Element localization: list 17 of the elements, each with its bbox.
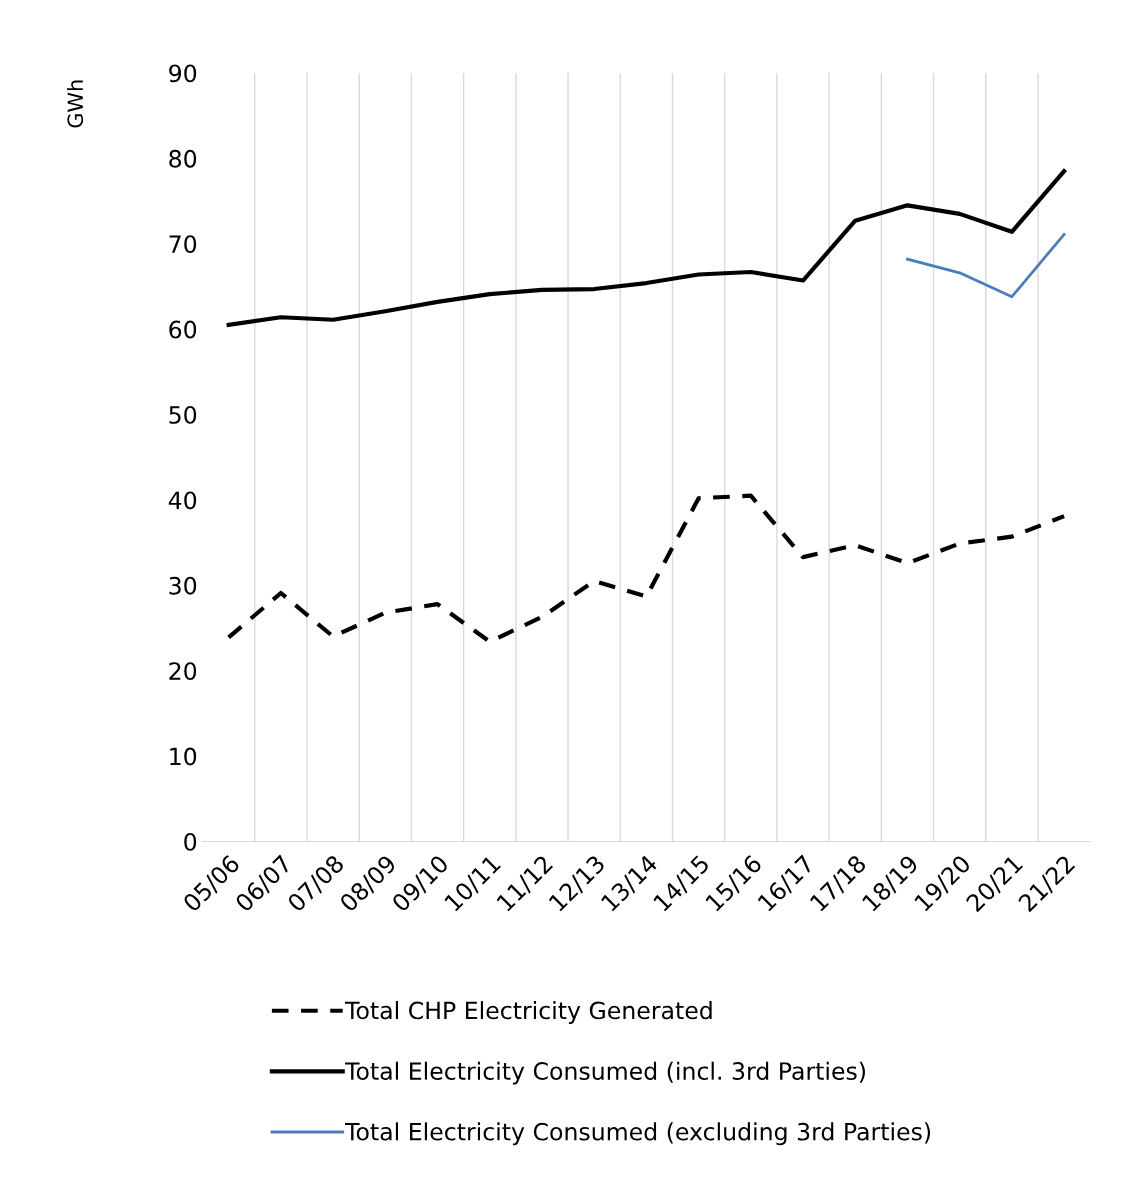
y-tick-label: 40 bbox=[168, 491, 197, 510]
line-series bbox=[906, 233, 1066, 299]
y-axis-title: GWh bbox=[67, 80, 84, 128]
y-tick-label: 70 bbox=[169, 235, 197, 254]
y-tick-label: 20 bbox=[169, 662, 197, 681]
legend-label: Total Electricity Consumed (incl. 3rd Parties) bbox=[345, 1061, 865, 1085]
y-tick-label: 50 bbox=[169, 406, 197, 424]
y-tick-label: 60 bbox=[169, 320, 197, 339]
y-tick-label: 80 bbox=[169, 149, 197, 168]
line-series bbox=[226, 493, 1067, 644]
y-tick-label: 0 bbox=[184, 832, 197, 851]
legend-label: Total CHP Electricity Generated bbox=[345, 1001, 712, 1024]
y-tick-label: 30 bbox=[169, 576, 197, 595]
line-series bbox=[226, 169, 1067, 327]
y-tick-label: 10 bbox=[170, 747, 197, 766]
y-tick-label: 90 bbox=[169, 64, 197, 83]
legend-label: Total Electricity Consumed (excluding 3rd Parties) bbox=[345, 1122, 931, 1146]
